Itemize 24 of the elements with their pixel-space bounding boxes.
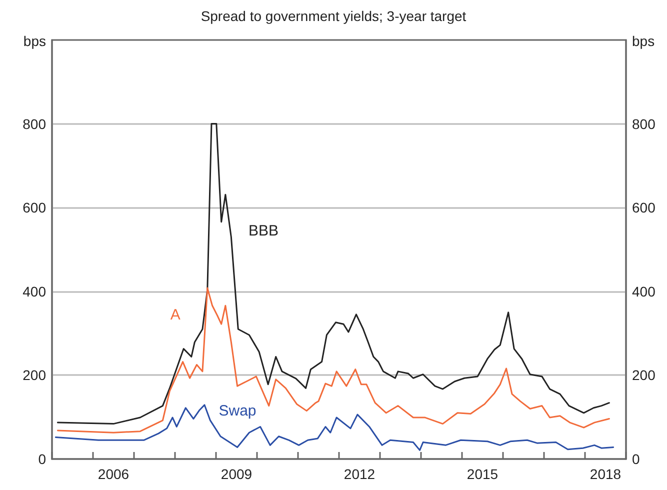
x-tick-label: 2009 (220, 466, 252, 482)
y2-tick-label: 800 (632, 116, 656, 132)
y-tick-label: 0 (38, 451, 46, 467)
x-tick-label: 2018 (590, 466, 622, 482)
y-tick-label: 200 (22, 367, 46, 384)
y2-tick-label: 600 (632, 200, 656, 216)
y2-tick-label: 400 (632, 283, 656, 300)
x-tick-label: 2006 (98, 466, 130, 482)
line-series (54, 404, 614, 451)
y2-tick-label: 200 (632, 367, 656, 384)
line-series (56, 123, 610, 425)
series-label: BBB (248, 222, 278, 240)
y-tick-label: 600 (22, 200, 46, 216)
series-label: Swap (218, 402, 256, 420)
line-series (56, 287, 610, 434)
series-label: A (170, 306, 180, 324)
y-tick-label: 800 (22, 116, 46, 132)
y-axis-title: bps (23, 33, 46, 49)
x-tick-label: 2012 (344, 466, 376, 482)
y2-axis-title: bps (632, 33, 655, 49)
y2-tick-label: 0 (632, 451, 640, 467)
x-tick-label: 2015 (466, 466, 498, 482)
y-tick-label: 400 (22, 283, 46, 300)
chart-title: Spread to government yields; 3-year target (200, 8, 466, 24)
